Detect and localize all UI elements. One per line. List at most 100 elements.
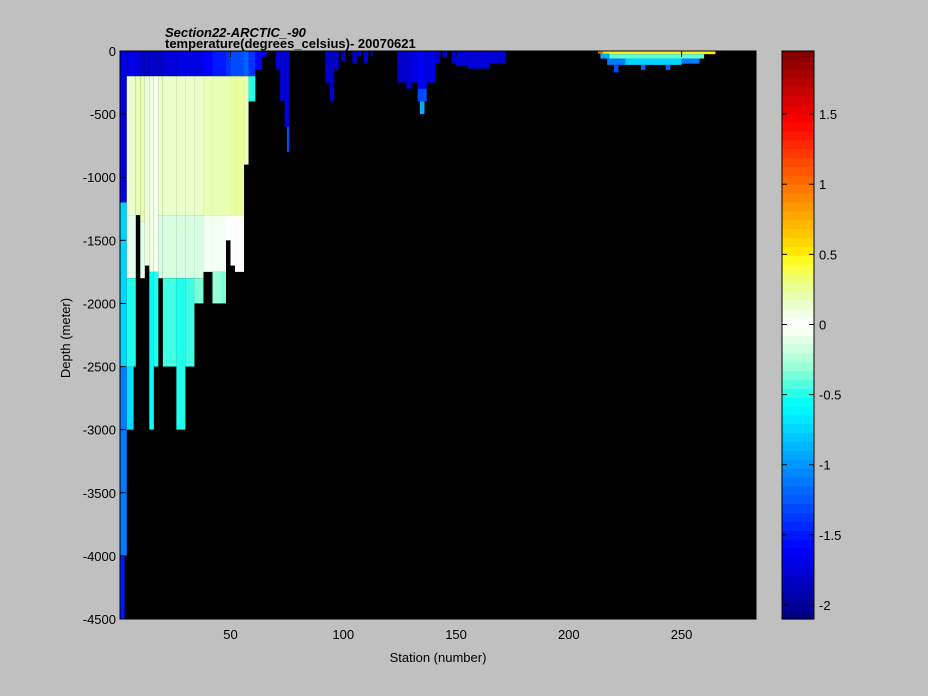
- y-tick-label: -4000: [83, 549, 116, 564]
- colorbar-segment: [782, 343, 814, 354]
- colorbar-segment: [782, 237, 814, 247]
- heatmap-cell: [212, 215, 222, 272]
- colorbar-segment: [782, 548, 814, 558]
- heatmap-cell: [230, 51, 236, 77]
- x-tick-label: 100: [332, 627, 354, 642]
- colorbar-tick-label: 0.5: [819, 247, 837, 262]
- heatmap-cell: [120, 555, 125, 619]
- heatmap-cell: [194, 76, 204, 216]
- heatmap-cell: [176, 51, 186, 77]
- heatmap-cell: [417, 88, 427, 102]
- colorbar-segment: [782, 565, 814, 576]
- x-tick-label: 200: [558, 627, 580, 642]
- y-tick-label: -2000: [83, 296, 116, 311]
- heatmap-cell: [235, 215, 245, 272]
- heatmap-cell: [135, 51, 141, 77]
- colorbar-ticks: 1.5 1 0.5 0 -0.5 -1 -1.5 -2: [782, 107, 841, 613]
- colorbar-tick-label: -1.5: [819, 528, 841, 543]
- colorbar-segment: [782, 388, 814, 398]
- heatmap-cell: [158, 51, 163, 77]
- colorbar-segment: [782, 583, 814, 593]
- heatmap-cell: [456, 51, 468, 67]
- heatmap-cell: [185, 215, 195, 279]
- colorbar-segment: [782, 530, 814, 540]
- heatmap-cell: [284, 51, 290, 127]
- chart-title: Section22-ARCTIC_-90: [165, 25, 307, 40]
- colorbar-segment: [782, 264, 814, 274]
- colorbar-segment: [782, 317, 814, 327]
- colorbar-segment: [782, 201, 814, 212]
- colorbar-segment: [782, 485, 814, 496]
- colorbar-segment: [782, 68, 814, 79]
- colorbar-segment: [782, 210, 814, 221]
- colorbar-segment: [782, 459, 814, 469]
- heatmap-cell: [144, 51, 150, 77]
- colorbar-segment: [782, 512, 814, 522]
- y-axis: 0 -500 -1000 -1500 -2000 -2500 -3000 -3500 -4000…: [83, 44, 756, 627]
- heatmap-cell: [435, 51, 441, 64]
- x-tick-label: 250: [671, 627, 693, 642]
- colorbar-segment: [782, 130, 814, 141]
- colorbar-segment: [782, 113, 814, 123]
- heatmap-cell: [126, 215, 136, 279]
- heatmap-cell: [140, 221, 145, 279]
- heatmap-cell: [140, 76, 145, 222]
- colorbar-segment: [782, 441, 814, 451]
- heatmap-cell: [153, 51, 159, 77]
- heatmap-cell: [370, 51, 373, 57]
- colorbar-segment: [782, 59, 814, 70]
- heatmap-cell: [126, 278, 136, 367]
- heatmap-cell: [613, 64, 619, 73]
- heatmap-cell: [149, 76, 154, 272]
- colorbar-segment: [782, 95, 814, 105]
- colorbar-segment: [782, 51, 814, 61]
- colorbar-segment: [782, 601, 814, 611]
- colorbar-tick-label: -1: [819, 458, 831, 473]
- heatmap-cell: [286, 126, 290, 152]
- y-tick-label: -3500: [83, 486, 116, 501]
- heatmap-cell: [120, 366, 127, 556]
- colorbar-segment: [782, 290, 814, 301]
- y-tick-label: -4500: [83, 612, 116, 627]
- heatmap-cell: [478, 51, 490, 69]
- heatmap-cell: [248, 51, 256, 77]
- colorbar-segment: [782, 539, 814, 549]
- x-tick-label: 150: [445, 627, 467, 642]
- colorbar-segment: [782, 450, 814, 460]
- heatmap-cell: [334, 51, 339, 70]
- heatmap-cell: [600, 53, 610, 59]
- heatmap-cell: [176, 76, 186, 216]
- heatmap-cell: [417, 51, 427, 89]
- colorbar-segment: [782, 122, 814, 132]
- heatmap-cell: [498, 51, 506, 64]
- heatmap-cell: [126, 366, 134, 430]
- heatmap-cell: [140, 51, 145, 77]
- heatmap-cell: [255, 51, 263, 70]
- x-axis: 50 100 150 200 250: [223, 51, 692, 642]
- colorbar-segment: [782, 352, 814, 363]
- colorbar-segment: [782, 193, 814, 203]
- heatmap-cell: [162, 215, 177, 279]
- x-axis-label: Station (number): [390, 650, 487, 665]
- heatmap-cell: [426, 51, 436, 83]
- heatmap-cell: [230, 215, 236, 266]
- heatmap-cell: [640, 64, 646, 70]
- heatmap-cell: [126, 51, 136, 77]
- heatmap-cell: [153, 76, 159, 272]
- heatmap-cell: [221, 51, 226, 77]
- heatmap-cells: [120, 51, 716, 619]
- colorbar-segment: [782, 423, 814, 434]
- heatmap-cell: [149, 271, 154, 430]
- heatmap-cell: [120, 202, 127, 367]
- heatmap-cell: [120, 51, 127, 203]
- colorbar-segment: [782, 77, 814, 88]
- colorbar-segment: [782, 574, 814, 585]
- y-tick-label: -3000: [83, 423, 116, 438]
- heatmap-cell: [126, 76, 136, 216]
- heatmap-cell: [212, 271, 222, 304]
- colorbar-segment: [782, 86, 814, 96]
- heatmap-cell: [221, 76, 226, 216]
- colorbar-segment: [782, 272, 814, 283]
- colorbar-segment: [782, 335, 814, 345]
